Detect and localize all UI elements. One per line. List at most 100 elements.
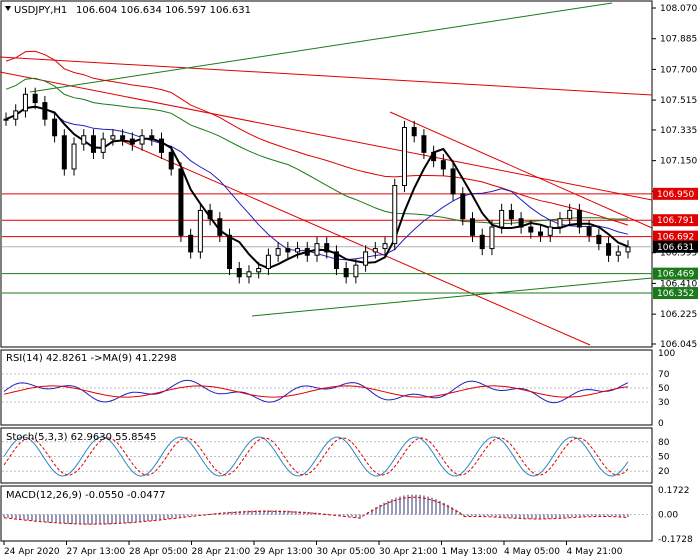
- price-tick-label: 106.045: [660, 340, 697, 350]
- trend-line-green-upper: [29, 2, 613, 93]
- time-tick-label: 28 Apr 21:00: [192, 547, 251, 557]
- candle-body: [343, 268, 349, 278]
- candle-body: [3, 118, 9, 121]
- time-tick-label: 27 Apr 13:00: [67, 547, 126, 557]
- candle-body: [275, 248, 281, 256]
- macd-pane: [0, 485, 653, 542]
- candle-body: [110, 135, 116, 140]
- candle-body: [479, 234, 485, 250]
- price-tick-label: 106.410: [660, 279, 697, 289]
- candle-body: [411, 126, 417, 137]
- candle-body: [22, 93, 28, 112]
- candle-body: [392, 185, 398, 245]
- candle-body: [314, 243, 320, 256]
- level-badge: [653, 187, 698, 200]
- candle-body: [586, 226, 592, 236]
- candle-body: [324, 243, 330, 253]
- candle-body: [440, 160, 446, 170]
- time-tick-label: 4 May 05:00: [504, 547, 560, 557]
- time-tick-label: 1 May 13:00: [442, 547, 498, 557]
- time-tick-label: 4 May 21:00: [567, 547, 623, 557]
- level-badge: [653, 287, 698, 300]
- candle-body: [295, 248, 301, 253]
- level-badge-label: 106.950: [657, 190, 694, 200]
- stoch-level-label: 50: [658, 453, 670, 463]
- price-tick-label: 106.225: [660, 310, 697, 320]
- rsi-indicator: 100 70 50 30 0: [2, 349, 675, 429]
- candle-body: [353, 264, 359, 278]
- ma-green: [5, 77, 629, 224]
- candle-body: [304, 248, 310, 256]
- candle-body: [470, 218, 475, 236]
- level-badge-label: 106.469: [657, 270, 694, 280]
- candle-body: [606, 243, 612, 256]
- candle-body: [217, 218, 223, 236]
- candle-body: [518, 218, 524, 228]
- ohlc-label: 106.604 106.634 106.597 106.631: [76, 5, 251, 16]
- candle-body: [227, 234, 233, 270]
- price-tick-label: 106.595: [660, 249, 697, 259]
- main-overlays: [0, 2, 653, 346]
- macd-indicator: 0.1722 0.00 -0.1728: [2, 486, 693, 545]
- time-tick-label: 29 Apr 13:00: [254, 547, 313, 557]
- candle-body: [615, 251, 621, 256]
- price-tick-label: 107.700: [660, 65, 697, 75]
- rsi-ma-line: [3, 385, 629, 398]
- candle-body: [188, 234, 194, 253]
- candle-body: [625, 246, 631, 253]
- candle-body: [246, 271, 252, 278]
- candle-body: [567, 209, 573, 220]
- rsi-level-label: 30: [658, 398, 670, 408]
- candle-body: [431, 151, 437, 162]
- macd-label: MACD(12,26,9) -0.0550 -0.0477: [6, 490, 166, 501]
- candle-body: [557, 218, 563, 228]
- rsi-level-label: 100: [658, 349, 675, 359]
- rsi-line: [3, 379, 629, 404]
- ma-red: [5, 50, 629, 226]
- time-tick-label: 30 Apr 05:00: [317, 547, 376, 557]
- candle-body: [538, 231, 544, 236]
- rsi-level-label: 0: [658, 419, 664, 429]
- candle-body: [508, 209, 514, 220]
- level-badge: [653, 267, 698, 280]
- candle-body: [265, 254, 271, 270]
- stoch-pane: [0, 427, 653, 484]
- level-badge: [653, 230, 698, 243]
- candle-body: [460, 193, 466, 220]
- candle-body: [576, 209, 582, 228]
- candle-body: [159, 138, 164, 153]
- candle-body: [149, 135, 155, 140]
- candle-body: [90, 135, 96, 153]
- price-tick-label: 107.335: [660, 126, 697, 136]
- candle-body: [100, 138, 106, 153]
- symbol-label: USDJPY,H1: [14, 5, 67, 16]
- candle-body: [81, 135, 87, 145]
- stoch-level-label: 80: [658, 438, 670, 448]
- channel-red-top: [0, 71, 653, 201]
- trend-line-green-lower: [251, 277, 653, 317]
- rsi-level-label: 70: [658, 370, 670, 380]
- macd-level-label: 0.1722: [658, 486, 690, 496]
- level-badge-label: 106.692: [657, 233, 694, 243]
- candle-body: [499, 209, 505, 228]
- candle-body: [421, 135, 427, 153]
- level-badge: [653, 240, 698, 253]
- candle-body: [236, 268, 242, 278]
- candle-body: [32, 93, 38, 104]
- price-tick-label: 108.070: [660, 4, 697, 14]
- dropdown-arrow-icon[interactable]: [5, 6, 11, 11]
- time-tick-label: 24 Apr 2020: [4, 547, 60, 557]
- candle-body: [528, 226, 534, 233]
- stoch-level-label: 20: [658, 467, 670, 477]
- time-tick-label: 28 Apr 05:00: [129, 547, 188, 557]
- macd-signal-line: [3, 496, 629, 525]
- channel-red-right: [389, 111, 653, 229]
- trend-line-red-upper: [0, 56, 653, 96]
- price-tick-label: 107.885: [660, 35, 697, 45]
- candle-body: [42, 102, 48, 120]
- macd-level-label: -0.1728: [658, 535, 693, 545]
- candle-body: [372, 248, 378, 253]
- time-tick-label: 30 Apr 21:00: [379, 547, 438, 557]
